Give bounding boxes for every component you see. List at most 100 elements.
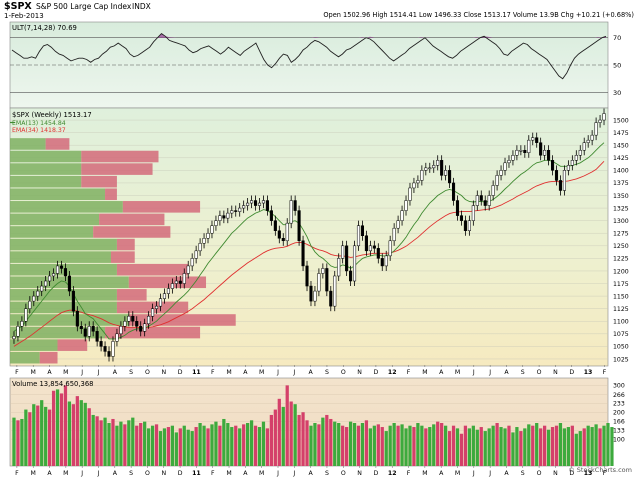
volume-bar xyxy=(166,427,171,466)
price-bar-body xyxy=(463,220,467,231)
volume-bar xyxy=(115,425,119,466)
price-bar-body xyxy=(190,258,194,267)
x-axis-month-label: 11 xyxy=(192,369,201,376)
x-axis-month-label: N xyxy=(357,369,362,376)
x-axis-month-label: S xyxy=(521,470,525,477)
x-axis-month-label: S xyxy=(129,369,133,376)
chart-date: 1-Feb-2013 xyxy=(4,12,44,20)
price-bar-body xyxy=(483,200,487,206)
price-bar-body xyxy=(24,308,28,322)
price-bar-body xyxy=(321,268,325,274)
price-bar-body xyxy=(392,227,396,242)
price-bar-body xyxy=(63,268,68,277)
price-bar-body xyxy=(285,222,289,242)
volume-bar xyxy=(143,421,147,466)
volume-bar xyxy=(206,428,210,466)
volume-bar xyxy=(432,424,436,466)
price-bar-body xyxy=(166,288,170,294)
price-bar-body xyxy=(428,167,432,170)
price-panel: $SPX (Weekly) 1513.17 EMA(13) 1454.84 EM… xyxy=(9,107,629,376)
price-bar-body xyxy=(539,142,543,156)
x-axis-month-label: M xyxy=(422,470,427,477)
vbp-down-bar xyxy=(57,339,88,351)
x-axis-month-label: J xyxy=(488,470,491,477)
price-bar-body xyxy=(325,268,329,292)
price-bar-body xyxy=(586,139,590,143)
price-bar-body xyxy=(99,341,103,347)
volume-bar xyxy=(495,423,499,466)
volume-bar xyxy=(376,424,380,466)
price-bar-body xyxy=(16,326,20,337)
price-bar-body xyxy=(408,187,412,201)
price-bar-body xyxy=(250,200,254,204)
vbp-down-bar xyxy=(81,163,153,175)
x-axis-month-label: 13 xyxy=(584,470,593,477)
volume-bar xyxy=(218,425,222,466)
price-tick-label: 1450 xyxy=(613,143,629,150)
volume-bar xyxy=(119,421,123,466)
volume-bar xyxy=(356,425,361,466)
x-axis-month-label: S xyxy=(325,369,329,376)
x-axis-month-label: N xyxy=(553,470,558,477)
price-bar-body xyxy=(380,258,384,267)
price-tick-label: 1200 xyxy=(613,268,629,275)
volume-bar xyxy=(63,385,68,466)
volume-bar xyxy=(281,406,285,466)
price-bar-body xyxy=(75,310,79,327)
volume-tick-label: 266 xyxy=(613,392,625,399)
x-axis-month-label: F xyxy=(211,369,215,376)
quote-summary: Open 1502.96 High 1514.41 Low 1496.33 Cl… xyxy=(323,11,634,19)
volume-bar xyxy=(424,428,428,466)
volume-bar xyxy=(527,424,531,466)
price-bar-body xyxy=(36,290,40,297)
x-axis-month-label: A xyxy=(504,369,509,376)
vbp-up-bar xyxy=(10,314,129,326)
volume-bar xyxy=(511,432,515,466)
volume-bar xyxy=(28,412,32,466)
volume-bar xyxy=(44,406,48,466)
price-tick-label: 1325 xyxy=(613,205,629,212)
price-bar-body xyxy=(143,323,147,332)
vbp-down-bar xyxy=(39,351,58,364)
price-bar-body xyxy=(519,149,523,152)
volume-bar xyxy=(245,423,250,466)
x-axis-month-label: M xyxy=(455,369,460,376)
x-axis-month-label: A xyxy=(243,369,248,376)
volume-bar xyxy=(483,431,487,466)
price-bar-body xyxy=(170,283,174,289)
vbp-down-bar xyxy=(105,188,117,201)
price-bar-body xyxy=(535,137,539,143)
volume-bar xyxy=(364,420,369,466)
volume-bar xyxy=(558,423,563,466)
volume-bar xyxy=(285,385,289,466)
volume-bar xyxy=(467,428,472,466)
price-bar-body xyxy=(547,149,551,161)
vbp-up-bar xyxy=(10,201,123,213)
x-axis-month-label: M xyxy=(63,369,68,376)
price-bar-body xyxy=(111,341,115,357)
x-axis-month-label: 12 xyxy=(388,369,397,376)
volume-x-axis: F M A M J J A S O N D 11 F M A M J J A S O N D 12 F M A M J J A S O N D 13 F xyxy=(15,466,607,477)
x-axis-month-label: S xyxy=(325,470,329,477)
x-axis-month-label: 11 xyxy=(192,470,201,477)
volume-bar xyxy=(265,428,270,466)
price-bar-body xyxy=(420,170,424,181)
vbp-up-bar xyxy=(10,226,94,238)
volume-bar xyxy=(598,428,602,466)
volume-bar xyxy=(388,425,392,466)
price-bar-body xyxy=(178,280,182,284)
price-bar-body xyxy=(182,273,186,284)
price-bar-body xyxy=(356,225,361,247)
x-axis-month-label: O xyxy=(537,470,542,477)
price-tick-label: 1375 xyxy=(613,180,629,187)
volume-bar xyxy=(238,428,242,466)
volume-bar xyxy=(150,425,155,466)
price-bar-body xyxy=(507,160,511,164)
ult-label: ULT(7,14,28) 70.69 xyxy=(12,24,77,32)
volume-bar xyxy=(75,396,79,466)
price-bar-body xyxy=(487,195,491,206)
volume-bar xyxy=(333,421,337,466)
x-axis-month-label: F xyxy=(15,369,19,376)
